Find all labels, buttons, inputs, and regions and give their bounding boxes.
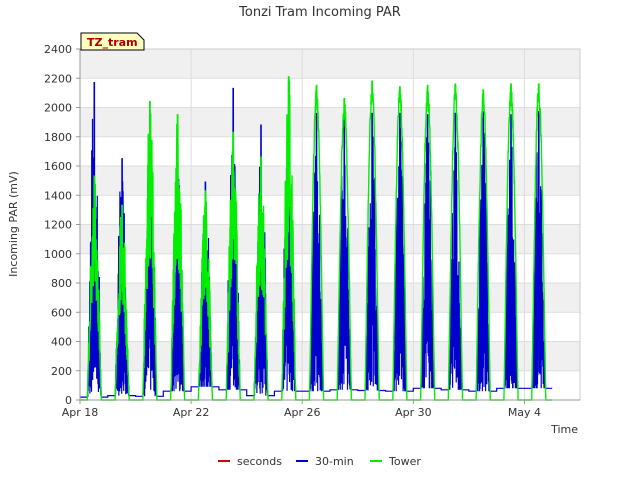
grid-band <box>80 224 580 254</box>
chart-title: Tonzi Tram Incoming PAR <box>238 5 401 20</box>
station-badge: TZ_tram <box>80 32 145 51</box>
y-tick-label: 600 <box>51 306 72 319</box>
station-badge-label: TZ_tram <box>87 36 138 49</box>
plot-area <box>79 48 581 401</box>
series-line-30-min <box>80 80 553 398</box>
x-tick-label: Apr 22 <box>173 406 210 419</box>
grid-band <box>80 195 580 225</box>
grid-band <box>80 341 580 371</box>
grid-band <box>80 78 580 108</box>
grid-band <box>80 107 580 137</box>
y-tick-label: 2000 <box>44 102 72 115</box>
grid-band <box>80 166 580 196</box>
series-line-tower <box>80 76 553 401</box>
grid-band <box>80 283 580 313</box>
y-axis-label: Incoming PAR (mV) <box>7 171 20 277</box>
x-tick-label: Apr 18 <box>62 406 99 419</box>
grid-band <box>80 253 580 283</box>
y-tick-label: 1800 <box>44 131 72 144</box>
y-tick-label: 400 <box>51 336 72 349</box>
legend-label-seconds: seconds <box>237 455 282 468</box>
station-badge-box <box>80 32 145 51</box>
y-tick-label: 800 <box>51 277 72 290</box>
y-tick-label: 1400 <box>44 189 72 202</box>
y-tick-label: 1000 <box>44 248 72 261</box>
y-tick-label: 0 <box>65 394 72 407</box>
grid-band <box>80 312 580 342</box>
y-tick-label: 2200 <box>44 72 72 85</box>
legend-label-30-min: 30-min <box>315 455 354 468</box>
axes: 0 200 400 600 800 1000 1200 1400 1600 1800 2000 220… <box>44 43 580 419</box>
y-tick-label: 2400 <box>44 43 72 56</box>
grid-band <box>80 49 580 79</box>
x-tick-label: May 4 <box>508 406 541 419</box>
x-tick-label: Apr 30 <box>395 406 432 419</box>
grid-band <box>80 136 580 166</box>
x-tick-label: Apr 26 <box>284 406 321 419</box>
y-tick-label: 1200 <box>44 219 72 232</box>
x-axis-label: Time <box>550 423 578 436</box>
legend: seconds 30-min Tower <box>218 455 421 468</box>
y-tick-label: 1600 <box>44 160 72 173</box>
series-layer <box>80 76 553 401</box>
y-tick-label: 200 <box>51 365 72 378</box>
legend-label-tower: Tower <box>388 455 421 468</box>
